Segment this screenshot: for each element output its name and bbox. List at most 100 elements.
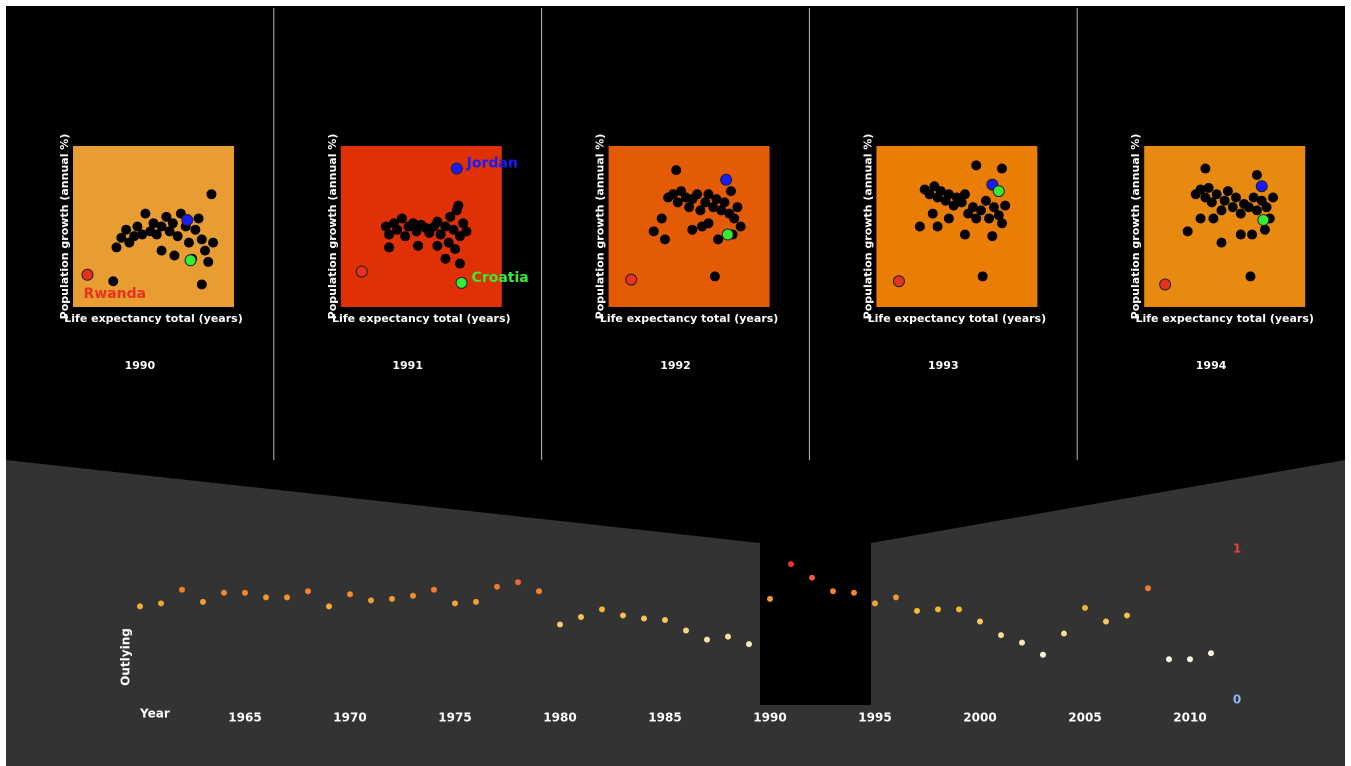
outlying-dot: [452, 600, 458, 607]
outlying-dot: [1187, 656, 1193, 663]
outlying-dot: [956, 606, 962, 613]
data-point: [455, 276, 468, 289]
data-point: [992, 185, 1005, 198]
data-point: [1159, 278, 1172, 291]
outlying-dot: [935, 606, 941, 613]
data-point: [400, 231, 411, 242]
x-tick-label: 1970: [333, 711, 366, 725]
data-point: [993, 210, 1004, 221]
data-point: [924, 189, 935, 200]
y-axis-label: Population growth (annual %): [58, 134, 71, 320]
country-label: Jordan: [466, 156, 518, 172]
outlying-dot: [137, 603, 143, 610]
data-point: [183, 237, 194, 248]
outlying-dot: [179, 586, 185, 593]
data-point: [161, 211, 172, 222]
data-point: [111, 242, 122, 253]
data-point: [1195, 213, 1206, 224]
data-point: [671, 165, 682, 176]
y-tick-label: 1: [1233, 542, 1241, 556]
data-point: [721, 228, 734, 241]
outlying-dot: [704, 636, 710, 643]
data-point: [1219, 195, 1230, 206]
data-point: [129, 231, 140, 242]
outlying-dot: [872, 600, 878, 607]
data-point: [121, 224, 132, 235]
outlying-dot: [473, 598, 479, 605]
plot-background: [1144, 146, 1306, 307]
x-axis-label: Life expectancy total (years): [64, 312, 242, 325]
data-point: [716, 205, 727, 216]
data-point: [156, 245, 167, 256]
data-point: [156, 221, 167, 232]
data-point: [971, 213, 982, 224]
data-point: [1251, 169, 1262, 180]
data-point: [1251, 205, 1262, 216]
data-point: [196, 279, 207, 290]
outlying-dot: [914, 607, 920, 614]
data-point: [1257, 214, 1270, 227]
outlying-dot: [284, 594, 290, 601]
data-point: [200, 245, 211, 256]
outlying-dot: [893, 594, 899, 601]
data-point: [720, 173, 733, 186]
outlying-dot: [263, 594, 269, 601]
data-point: [196, 234, 207, 245]
data-point: [959, 189, 970, 200]
outlying-dot: [998, 632, 1004, 639]
data-point: [684, 202, 695, 213]
data-point: [1261, 202, 1272, 213]
data-point: [935, 186, 946, 197]
outlying-dot: [1040, 651, 1046, 658]
outlying-dot: [557, 621, 563, 628]
outlying-dot: [158, 600, 164, 607]
x-axis-label: Year: [139, 707, 170, 721]
data-point: [1247, 229, 1258, 240]
data-point: [1216, 205, 1227, 216]
data-point: [700, 197, 711, 208]
data-point: [708, 202, 719, 213]
panel-title: 1990: [125, 359, 156, 372]
data-point: [943, 189, 954, 200]
y-axis-label: Population growth (annual %): [861, 134, 874, 320]
data-point: [453, 200, 464, 211]
outlying-dot: [662, 616, 668, 623]
data-point: [184, 254, 197, 267]
zoom-wedge: [6, 460, 1345, 543]
x-tick-label: 2010: [1173, 711, 1206, 725]
data-point: [164, 226, 175, 237]
outlying-dot: [977, 618, 983, 625]
data-point: [996, 163, 1007, 174]
data-point: [984, 213, 995, 224]
outlying-dot: [410, 592, 416, 599]
data-point: [440, 253, 451, 264]
data-point: [384, 242, 395, 253]
data-point: [1222, 186, 1233, 197]
data-point: [1230, 192, 1241, 203]
outlying-dot: [809, 574, 815, 581]
outlying-dot: [389, 595, 395, 602]
data-point: [980, 195, 991, 206]
data-point: [450, 162, 463, 175]
data-point: [1000, 200, 1011, 211]
data-point: [692, 189, 703, 200]
data-point: [435, 229, 446, 240]
data-point: [932, 221, 943, 232]
data-point: [892, 275, 905, 288]
data-point: [672, 197, 683, 208]
outlying-dot: [599, 606, 605, 613]
x-tick-label: 1975: [438, 711, 471, 725]
outlying-dot: [620, 612, 626, 619]
outlying-dot: [305, 588, 311, 595]
data-point: [396, 213, 407, 224]
data-point: [203, 256, 214, 267]
outlying-dot: [1103, 618, 1109, 625]
data-point: [116, 232, 127, 243]
outlying-dot: [515, 579, 521, 586]
outlying-dot: [536, 588, 542, 595]
data-point: [948, 200, 959, 211]
data-point: [172, 231, 183, 242]
data-point: [927, 208, 938, 219]
data-point: [648, 226, 659, 237]
data-point: [1227, 202, 1238, 213]
